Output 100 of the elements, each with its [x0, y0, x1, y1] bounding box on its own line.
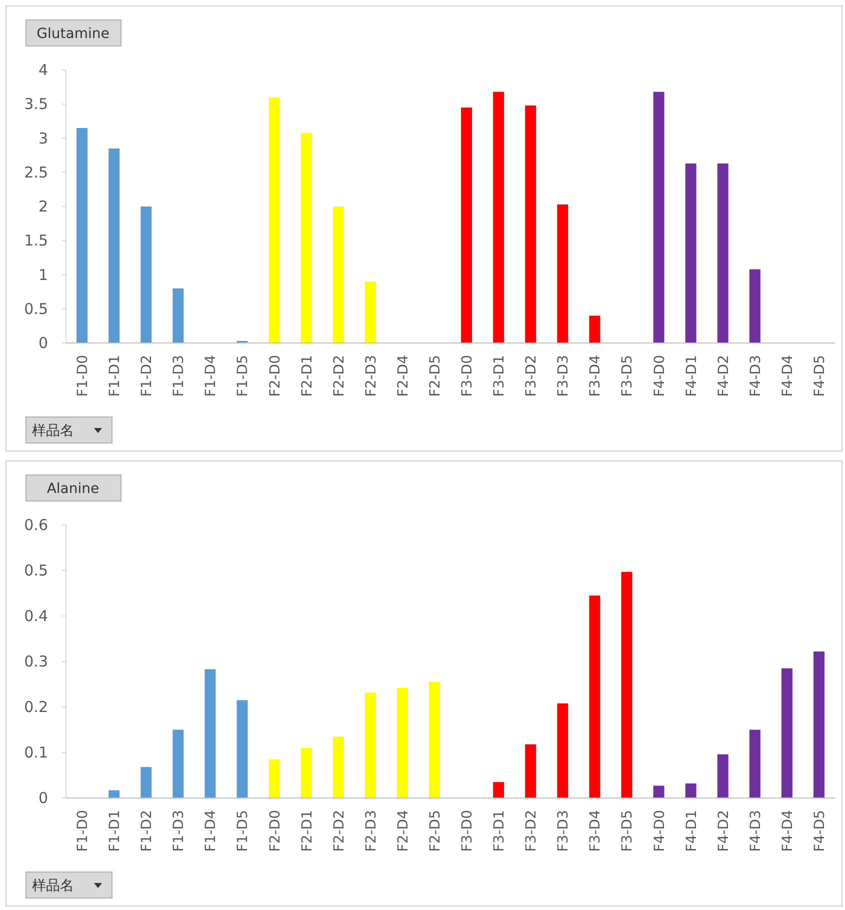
x-tick-label: F3-D5: [620, 355, 636, 397]
bar: [364, 282, 376, 343]
x-tick-label: F3-D1: [492, 355, 508, 397]
x-tick-label: F2-D1: [299, 355, 316, 397]
y-tick-label: 1.5: [24, 232, 48, 250]
y-tick-label: 0.5: [24, 300, 48, 318]
bar: [332, 736, 344, 798]
bar: [781, 668, 792, 798]
x-tick-label: F2-D2: [331, 810, 348, 852]
x-tick-label: F2-D4: [395, 810, 412, 852]
bar: [268, 759, 280, 798]
x-tick-label: F4-D5: [812, 355, 828, 397]
bar: [749, 730, 760, 798]
x-tick-label: F1-D0: [75, 355, 92, 397]
y-tick-label: 0.1: [24, 744, 48, 762]
bar: [653, 92, 664, 343]
text: 样品名: [32, 878, 74, 894]
y-tick-label: 2.5: [24, 163, 48, 182]
y-tick-label: 0: [38, 334, 48, 352]
bar: [108, 148, 120, 343]
x-tick-label: F1-D5: [235, 810, 252, 852]
bar: [108, 790, 120, 798]
x-tick-label: F2-D0: [267, 355, 284, 397]
bar: [268, 97, 280, 343]
bar: [653, 786, 664, 798]
bar: [236, 700, 248, 798]
bar: [76, 128, 88, 343]
x-tick-label: F2-D0: [267, 810, 284, 852]
x-tick-label: F3-D1: [492, 810, 508, 852]
bar: [525, 744, 536, 798]
x-tick-label: F4-D4: [780, 810, 796, 852]
x-tick-label: F4-D2: [716, 355, 732, 397]
x-tick-label: F2-D3: [363, 810, 380, 852]
bar: [493, 782, 504, 798]
y-tick-label: 0.6: [24, 516, 48, 534]
text: 样品名: [32, 423, 74, 439]
x-tick-label: F2-D2: [331, 355, 348, 397]
bar: [813, 651, 824, 798]
bar: [717, 164, 728, 343]
bar: [525, 105, 536, 343]
bar: [428, 682, 440, 798]
x-tick-label: F1-D3: [171, 355, 188, 397]
bar: [332, 206, 344, 343]
x-tick-label: F2-D4: [395, 354, 412, 397]
x-tick-label: F4-D0: [652, 355, 668, 397]
x-tick-label: F4-D2: [716, 810, 732, 852]
x-tick-label: F4-D1: [684, 810, 700, 852]
x-tick-label: F1-D2: [139, 810, 156, 852]
bar: [621, 572, 632, 798]
x-tick-label: F4-D4: [780, 354, 796, 397]
x-tick-label: F3-D4: [588, 810, 604, 852]
x-tick-label: F1-D2: [139, 355, 156, 397]
bar: [749, 269, 760, 343]
x-tick-label: F3-D3: [556, 810, 572, 852]
x-tick-label: F1-D3: [171, 810, 188, 852]
bar: [685, 783, 696, 798]
y-tick-label: 0.4: [24, 607, 48, 625]
y-tick-label: 2: [38, 198, 48, 216]
bar: [172, 730, 184, 798]
bar: [557, 703, 568, 798]
x-tick-label: F3-D2: [524, 810, 540, 852]
y-tick-label: 4: [38, 61, 48, 79]
x-tick-label: F3-D4: [588, 354, 604, 397]
y-tick-label: 0.5: [24, 562, 48, 580]
x-tick-label: F4-D0: [652, 810, 668, 852]
bar: [493, 92, 504, 343]
y-tick-label: 1: [38, 266, 48, 284]
x-tick-label: F2-D5: [427, 810, 444, 852]
x-tick-label: F1-D4: [203, 810, 220, 852]
y-tick-label: 0.2: [24, 698, 48, 716]
bar: [589, 316, 600, 343]
bar: [364, 692, 376, 798]
bar: [140, 206, 152, 343]
x-tick-label: F3-D5: [620, 810, 636, 852]
bar: [589, 596, 600, 798]
bar: [461, 108, 472, 343]
x-tick-label: F2-D3: [363, 355, 380, 397]
x-tick-label: F2-D1: [299, 810, 316, 852]
x-tick-label: F3-D2: [524, 355, 540, 397]
bar: [557, 204, 568, 343]
bar: [300, 132, 312, 343]
x-tick-label: F4-D3: [748, 810, 764, 852]
y-tick-label: 0: [38, 789, 48, 807]
bar: [172, 288, 184, 343]
x-tick-label: F2-D5: [427, 355, 444, 397]
chart-title: Alanine: [46, 481, 100, 497]
x-tick-label: F3-D0: [460, 810, 476, 852]
bar: [717, 754, 728, 798]
y-tick-label: 3.5: [24, 95, 48, 114]
bar: [685, 164, 696, 343]
bar: [300, 748, 312, 798]
x-tick-label: F4-D1: [684, 355, 700, 397]
y-tick-label: 3: [38, 129, 48, 148]
x-tick-label: F1-D1: [107, 810, 124, 852]
x-tick-label: F3-D0: [460, 355, 476, 397]
x-tick-label: F1-D5: [235, 355, 252, 397]
bar: [204, 669, 216, 798]
x-tick-label: F3-D3: [556, 355, 572, 397]
x-tick-label: F1-D4: [203, 354, 220, 397]
y-tick-label: 0.3: [24, 652, 48, 670]
